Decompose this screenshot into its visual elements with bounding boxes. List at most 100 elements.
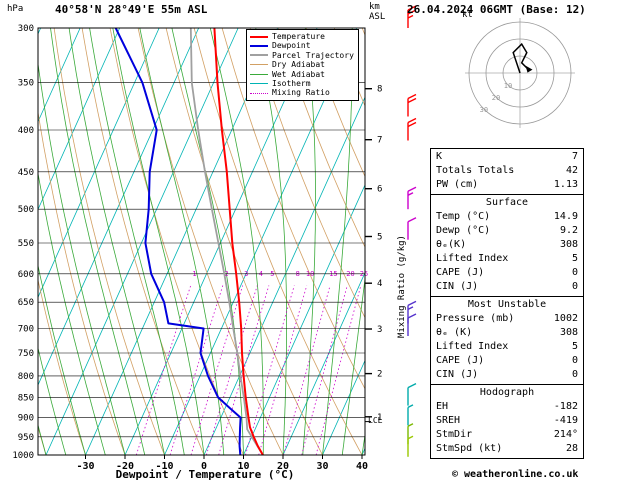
pressure-tick-label: 850 [18,393,34,403]
pressure-tick-label: 950 [18,433,34,443]
stat-row: θₑ(K) 308 [436,238,578,252]
legend-item: Parcel Trajectory [250,51,354,60]
stat-value: 308 [559,327,578,338]
stat-label: PW (cm) [436,179,479,190]
wind-barb [407,423,414,445]
legend-swatch [250,64,268,66]
wind-barb-full [407,313,417,319]
stat-row: CAPE (J) 0 [436,266,578,280]
isotherm-line [85,28,279,455]
hodograph-arrowhead [525,65,533,73]
isotherm-line [322,359,365,455]
wind-barb-half [407,435,414,440]
isotherm-line [45,28,239,455]
temperature-tick-label: 0 [201,461,207,472]
mixing-ratio-line [206,285,258,455]
stat-value: 28 [565,443,578,454]
legend-label: Dewpoint [272,41,311,51]
wind-barb-half [407,306,414,311]
legend-label: Mixing Ratio [272,88,330,98]
pressure-tick-label: 500 [18,205,34,215]
legend-label: Wet Adiabat [272,69,325,79]
wind-barb-half [407,14,414,19]
dry-adiabat-line [305,28,365,178]
wind-barb-full [407,382,417,389]
wet-adiabat-line [38,346,67,455]
stat-row: StmSpd (kt) 28 [436,442,578,456]
km-tick-label: 7 [377,136,382,146]
wind-barb-full [407,5,417,11]
dewpoint-line [114,28,242,455]
pressure-tick-label: 700 [18,325,34,335]
km-axis-label-line2: ASL [369,12,386,22]
stat-value: 0 [571,267,578,278]
isotherm-line [243,184,365,455]
mixing-ratio-line [135,285,192,455]
legend-item: Dry Adiabat [250,60,354,69]
stat-value: -182 [553,401,578,412]
km-axis-label-line1: km [369,2,380,12]
stat-row: PW (cm) 1.13 [436,178,578,192]
legend-label: Temperature [272,32,325,41]
mixing-ratio-axis-label: Mixing Ratio (g/kg) [397,235,407,338]
stats-section-title: Most Unstable [467,299,547,310]
wind-barb-full [407,300,417,307]
stat-value: 0 [571,369,578,380]
temperature-tick-label: -10 [155,461,173,472]
legend-box: Temperature Dewpoint Parcel Trajectory Dry … [246,29,359,101]
stat-row: CIN (J) 0 [436,280,578,294]
stats-panel: K 7 Totals Totals 42 PW (cm) 1.13 Surface Temp … [430,148,584,459]
stats-section: Hodograph EH -182 SREH -419 StmDir 214° StmSpd … [431,384,583,458]
stat-label: StmSpd (kt) [436,443,503,454]
hodograph: 10 20 30 [465,18,575,128]
stat-value: 1002 [553,313,578,324]
pressure-tick-label: 350 [18,79,34,89]
hodograph-ring-label: 30 [480,106,488,114]
lcl-label: LCL [368,416,383,425]
pressure-tick-label: 550 [18,239,34,249]
temperature-tick-label: 20 [277,461,289,472]
wet-adiabat-line [38,263,86,455]
wind-barb [407,313,417,336]
stat-label: Temp (°C) [436,211,491,222]
stat-label: Totals Totals [436,165,515,176]
legend-label: Parcel Trajectory [272,50,354,60]
hodograph-ring [502,55,538,91]
hodograph-ring-label: 10 [504,82,512,90]
temperature-axis-title: Dewpoint / Temperature (°C) [115,468,295,481]
mixing-ratio-line [301,285,348,455]
legend-swatch [250,83,268,85]
dry-adiabat-line [38,278,86,455]
pressure-tick-label: 900 [18,414,34,424]
copyright-text: © weatheronline.co.uk [452,469,579,480]
stats-section: Surface Temp (°C) 14.9 Dewp (°C) 9.2 θₑ(K) 308… [431,194,583,296]
km-tick-label: 5 [377,233,382,243]
km-tick-label: 4 [377,279,382,289]
legend-label: Dry Adiabat [272,60,325,70]
isotherm-line [38,28,200,386]
datetime-title: 26.04.2024 06GMT (Base: 12) [407,3,586,16]
stat-row: SREH -419 [436,414,578,428]
pressure-axis-unit-label: hPa [7,4,24,14]
isotherm-line [0,28,1,455]
stat-value: 7 [571,151,578,162]
stat-label: θₑ (K) [436,327,473,338]
stat-value: 42 [565,165,578,176]
mixing-ratio-lines [135,285,362,455]
stat-label: SREH [436,415,461,426]
mixing-ratio-line [315,285,362,455]
legend-swatch [250,54,268,57]
legend-label: Isotherm [272,78,311,88]
stat-label: Lifted Index [436,341,509,352]
legend-item: Dewpoint [250,41,354,50]
stat-label: CAPE (J) [436,355,485,366]
km-axis-label: km ASL [369,2,385,22]
wind-barb-full [407,121,417,128]
mixing-ratio-line [283,285,331,455]
mixing-ratio-line [218,285,270,455]
pressure-tick-label: 450 [18,168,34,178]
wind-barb-full [407,186,417,192]
stat-row: CAPE (J) 0 [436,354,578,368]
legend-item: Isotherm [250,79,354,88]
